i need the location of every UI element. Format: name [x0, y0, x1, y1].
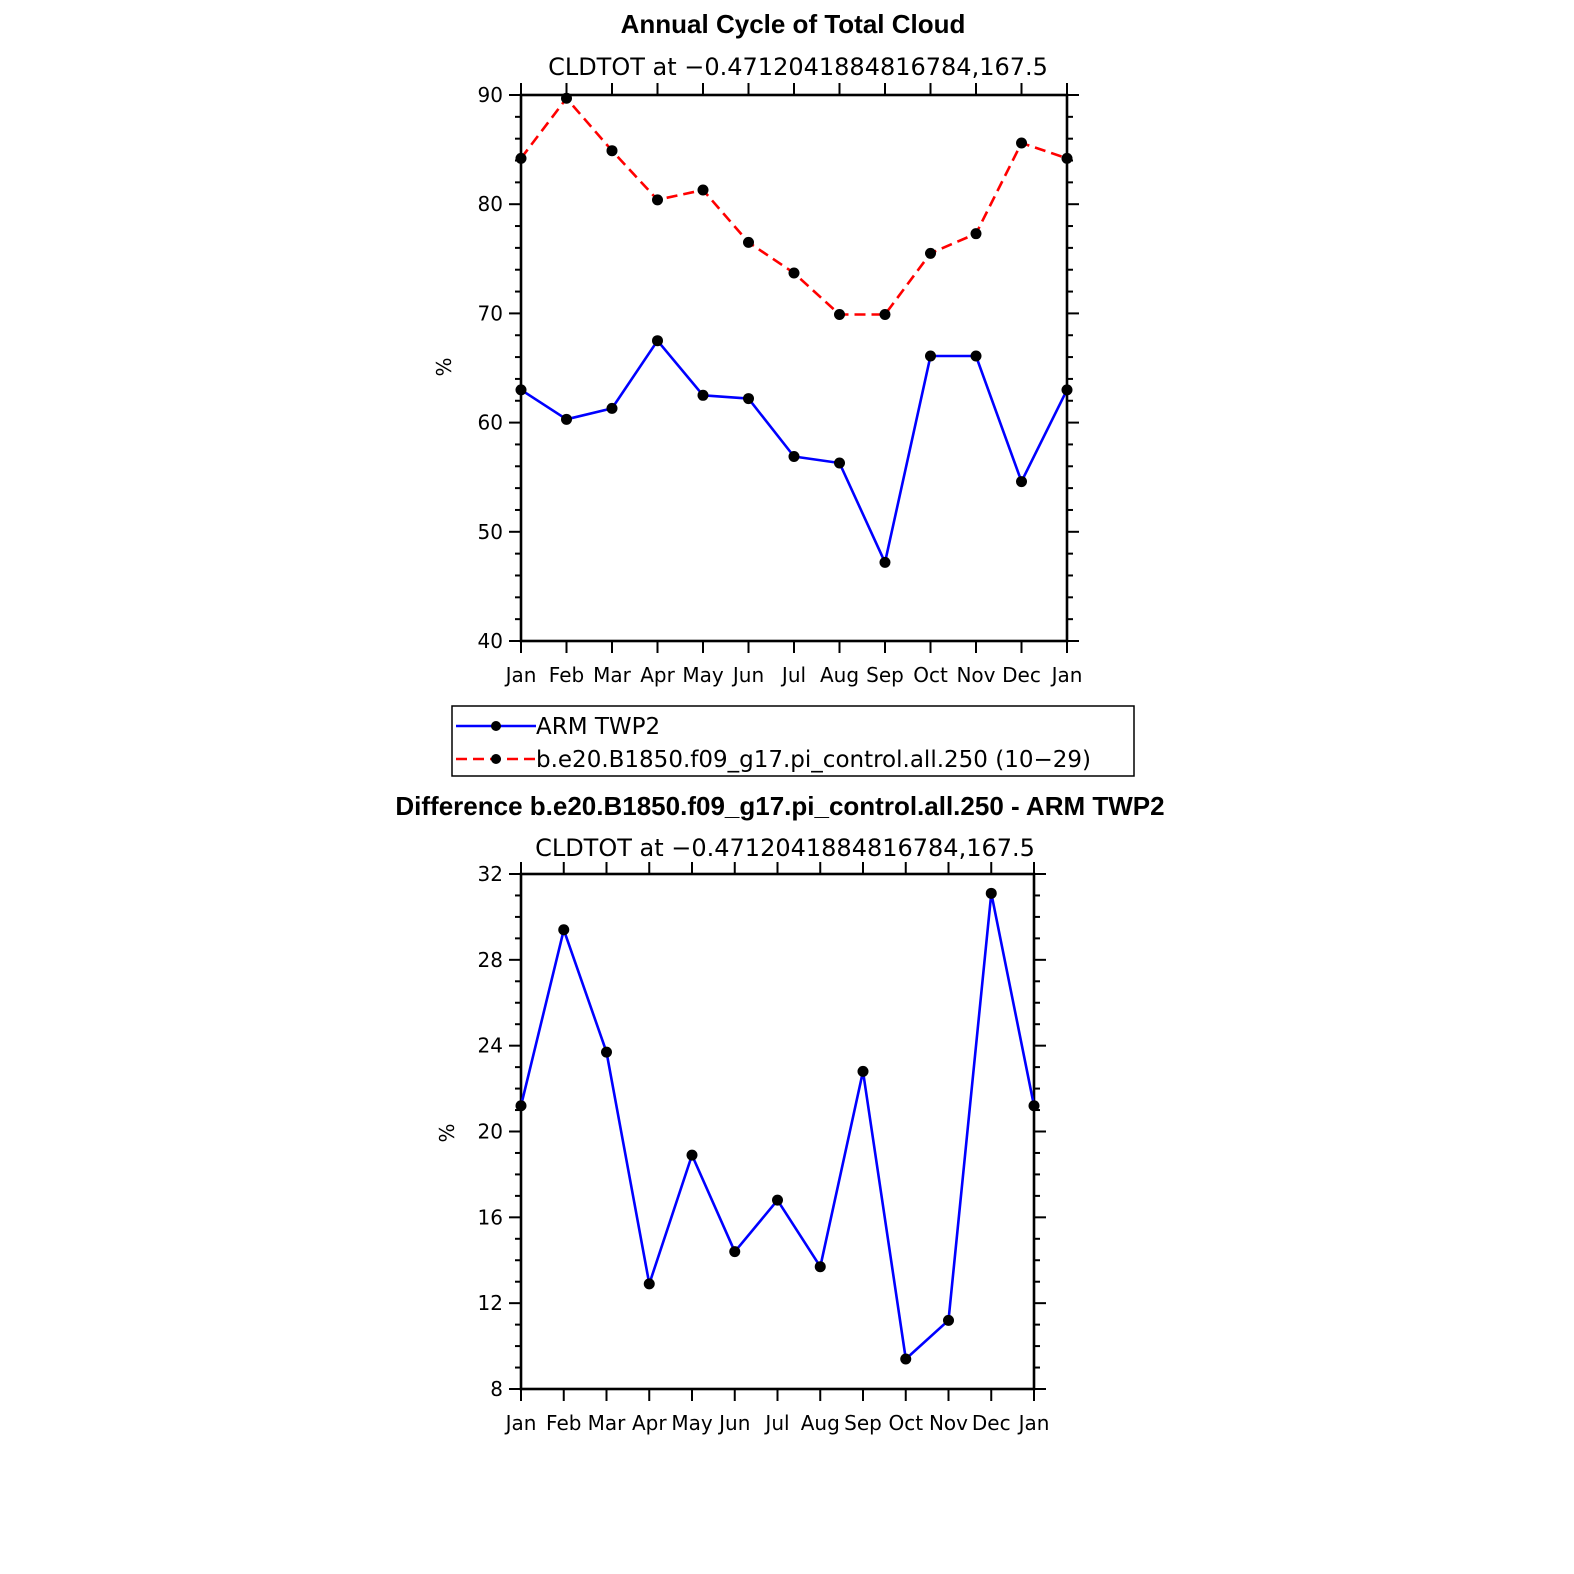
legend-marker-arm [491, 721, 501, 731]
x-tick-label: Jan [504, 663, 537, 687]
data-point [743, 393, 754, 405]
x-tick-label: Aug [801, 1411, 840, 1435]
data-point [788, 267, 800, 279]
data-point [515, 1100, 527, 1112]
data-point [834, 457, 845, 469]
data-point [606, 145, 618, 157]
chart-title: Annual Cycle of Total Cloud [621, 9, 966, 39]
legend: ARM TWP2 b.e20.B1850.f09_g17.pi_control.… [451, 705, 1135, 777]
x-tick-label: Mar [588, 1411, 627, 1435]
chart-title: Difference b.e20.B1850.f09_g17.pi_contro… [395, 791, 1164, 821]
x-tick-label: Sep [866, 663, 904, 687]
x-tick-label: Aug [820, 663, 859, 687]
data-point [558, 924, 570, 936]
x-tick-label: Jul [780, 663, 806, 687]
y-tick-label: 20 [478, 1120, 503, 1144]
y-axis-label: % [435, 1123, 459, 1142]
data-point [652, 335, 663, 347]
y-axis-label: % [432, 357, 456, 376]
x-tick-label: Oct [888, 1411, 923, 1435]
data-point [601, 1046, 612, 1058]
y-tick-label: 16 [478, 1205, 503, 1229]
data-point [925, 350, 936, 362]
y-tick-label: 60 [478, 411, 503, 435]
x-tick-label: Oct [913, 663, 948, 687]
legend-entry-arm: ARM TWP2 [536, 714, 660, 740]
data-point [925, 247, 936, 259]
data-point [1016, 476, 1027, 488]
data-point [970, 228, 982, 240]
x-tick-label: Sep [844, 1411, 882, 1435]
data-point [697, 389, 709, 401]
x-tick-label: Apr [632, 1411, 667, 1435]
y-tick-label: 80 [478, 192, 503, 216]
data-point [879, 308, 891, 320]
series-line [519, 891, 1036, 1361]
x-tick-label: Feb [546, 1411, 581, 1435]
data-point [561, 413, 572, 425]
x-tick-label: Jan [504, 1411, 537, 1435]
data-point [814, 1261, 826, 1273]
y-tick-label: 70 [478, 301, 503, 325]
data-point [515, 384, 527, 396]
y-tick-label: 90 [478, 83, 503, 107]
data-point [686, 1149, 698, 1161]
y-tick-label: 32 [478, 862, 503, 886]
data-point [943, 1314, 954, 1326]
legend-marker-model [491, 754, 501, 764]
plot-frame [519, 93, 1069, 643]
x-tick-label: Nov [956, 663, 995, 687]
x-tick-label: Jun [731, 663, 764, 687]
data-point [879, 556, 891, 568]
data-point [970, 350, 982, 362]
chart-annual-cycle: Annual Cycle of Total Cloud CLDTOT at −0… [432, 9, 1082, 687]
x-tick-label: Jan [1017, 1411, 1050, 1435]
x-tick-label: Dec [972, 1411, 1011, 1435]
data-point [857, 1065, 869, 1077]
chart-subtitle: CLDTOT at −0.4712041884816784,167.5 [548, 53, 1048, 81]
data-point [515, 152, 527, 164]
plot-frame [519, 872, 1036, 1391]
x-tick-label: Jan [1050, 663, 1083, 687]
x-tick-label: Jul [763, 1411, 789, 1435]
y-tick-label: 40 [478, 629, 503, 653]
x-tick-label: Jun [717, 1411, 750, 1435]
data-point [561, 92, 572, 104]
data-point [729, 1246, 741, 1258]
data-point [834, 308, 845, 320]
x-tick-label: Mar [593, 663, 632, 687]
x-tick-label: Feb [549, 663, 584, 687]
data-point [606, 402, 618, 414]
data-point [772, 1194, 783, 1206]
chart-difference: Difference b.e20.B1850.f09_g17.pi_contro… [395, 791, 1164, 1435]
data-point [1061, 384, 1073, 396]
data-point [1016, 137, 1027, 149]
x-tick-label: Apr [640, 663, 675, 687]
y-tick-label: 28 [478, 948, 503, 972]
legend-entry-model: b.e20.B1850.f09_g17.pi_control.all.250 (… [536, 747, 1091, 773]
data-point [743, 236, 754, 248]
x-tick-label: May [682, 663, 724, 687]
chart-subtitle: CLDTOT at −0.4712041884816784,167.5 [535, 834, 1035, 862]
x-tick-label: Nov [929, 1411, 968, 1435]
legend-box [451, 705, 1135, 777]
y-tick-label: 24 [478, 1034, 503, 1058]
data-point [652, 194, 663, 206]
data-point [985, 887, 997, 899]
data-point [788, 450, 800, 462]
y-tick-label: 8 [490, 1377, 503, 1401]
data-point [900, 1353, 912, 1365]
y-tick-label: 50 [478, 520, 503, 544]
x-tick-label: Dec [1002, 663, 1041, 687]
data-point [1061, 152, 1073, 164]
data-point [643, 1278, 655, 1290]
x-tick-label: May [671, 1411, 713, 1435]
data-point [1028, 1100, 1040, 1112]
data-point [697, 184, 709, 196]
y-tick-label: 12 [478, 1291, 503, 1315]
series-line [519, 97, 1068, 316]
